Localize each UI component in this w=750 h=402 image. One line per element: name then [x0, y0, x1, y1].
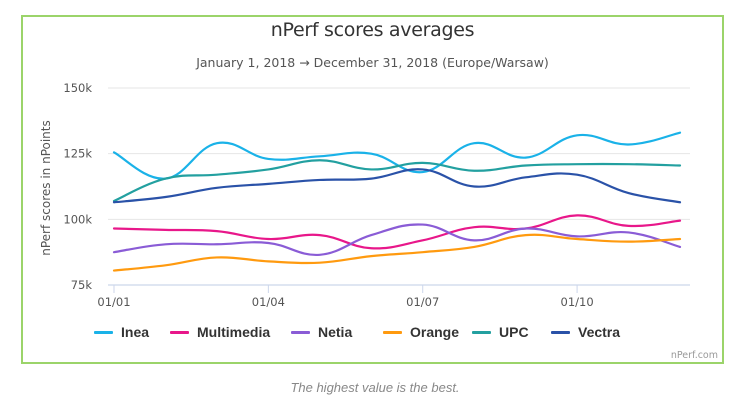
y-tick-label: 100k [63, 212, 92, 226]
legend-item-vectra[interactable]: Vectra [551, 320, 620, 344]
chart-subtitle: January 1, 2018 → December 31, 2018 (Eur… [196, 55, 549, 70]
legend-item-inea[interactable]: Inea [94, 320, 149, 344]
series-line-inea[interactable] [112, 131, 682, 180]
legend-label: Multimedia [197, 324, 271, 340]
y-tick-label: 75k [71, 278, 93, 292]
x-tick-label: 01/04 [252, 295, 285, 309]
legend-item-multimedia[interactable]: Multimedia [170, 320, 270, 344]
legend-swatch-icon [291, 330, 310, 334]
legend-swatch-icon [551, 330, 570, 334]
legend: Inea Multimedia Netia Orange UPC Vectra [0, 320, 750, 344]
y-axis-title: nPerf scores in nPoints [39, 120, 53, 256]
legend-swatch-icon [170, 330, 189, 334]
legend-label: UPC [499, 324, 529, 340]
legend-item-netia[interactable]: Netia [291, 320, 352, 344]
y-tick-label: 125k [63, 147, 92, 161]
legend-label: Vectra [578, 324, 621, 340]
chart-title: nPerf scores averages [270, 19, 475, 41]
series-line-vectra[interactable] [112, 168, 682, 204]
legend-swatch-icon [472, 330, 491, 334]
legend-label: Inea [121, 324, 150, 340]
legend-label: Netia [318, 324, 353, 340]
y-axis-ticks: 75k 100k 125k 150k [63, 81, 92, 292]
legend-label: Orange [410, 324, 460, 340]
series-line-multimedia[interactable] [112, 214, 682, 250]
footnote: The highest value is the best. [290, 380, 460, 395]
y-tick-label: 150k [63, 81, 92, 95]
series-line-netia[interactable] [112, 223, 682, 256]
grid-lines [108, 87, 690, 220]
series-line-orange[interactable] [112, 233, 682, 272]
x-axis: 01/01 01/04 01/07 01/10 [97, 284, 690, 309]
x-tick-label: 01/01 [97, 295, 130, 309]
credit-link[interactable]: nPerf.com [670, 350, 718, 361]
legend-swatch-icon [383, 330, 402, 334]
legend-item-orange[interactable]: Orange [383, 320, 459, 344]
legend-swatch-icon [94, 330, 113, 334]
x-tick-label: 01/07 [406, 295, 439, 309]
series-lines [112, 131, 682, 272]
x-tick-label: 01/10 [561, 295, 594, 309]
series-line-upc[interactable] [112, 159, 682, 203]
legend-item-upc[interactable]: UPC [472, 320, 529, 344]
